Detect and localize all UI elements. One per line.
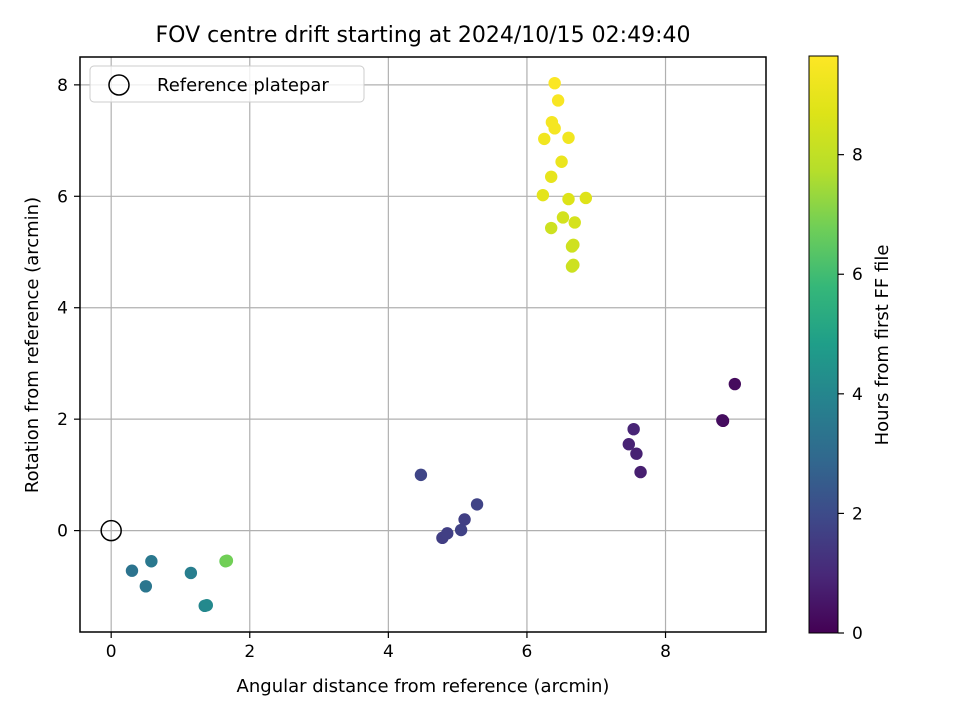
y-axis-ticks: 0 2 4 6 8 [57,76,80,542]
data-point [544,170,558,183]
data-point [536,188,550,202]
data-point [414,468,428,482]
data-point [567,258,580,272]
y-tick-label: 6 [57,187,68,207]
legend: Reference platepar [89,65,365,103]
grid-lines [80,57,766,632]
x-tick-label: 4 [383,642,394,662]
data-point [548,122,561,135]
legend-marker-circle-icon [108,74,130,96]
colorbar-label: Hours from first FF file [872,245,893,446]
data-point [562,131,575,144]
colorbar-tick-label: 6 [852,265,863,285]
reference-marker-layer [100,519,122,542]
x-tick-label: 6 [522,642,533,662]
data-point [220,554,234,567]
data-point [627,422,640,436]
colorbar-tick-label: 0 [852,624,863,644]
data-point [556,211,570,224]
legend-entry-reference: Reference platepar [157,75,329,96]
data-point [544,221,558,235]
data-point [548,76,561,90]
y-axis-label: Rotation from reference (arcmin) [22,197,43,493]
data-point [441,527,454,540]
data-point [200,599,214,612]
x-tick-label: 0 [106,642,117,662]
data-points [125,76,742,613]
data-point [458,513,471,526]
data-point [630,447,643,460]
colorbar: 0 2 4 6 8 Hours from first FF file [808,55,893,644]
data-point [634,465,647,479]
data-point [562,192,575,206]
data-point [125,564,139,577]
x-tick-label: 8 [660,642,671,662]
plot-frame [79,56,767,633]
data-point [568,216,581,229]
x-axis-label: Angular distance from reference (arcmin) [237,676,610,697]
data-point [145,555,158,568]
y-tick-label: 0 [57,522,68,542]
colorbar-gradient [808,55,839,634]
chart-title: FOV centre drift starting at 2024/10/15 … [156,23,691,48]
colorbar-tick-label: 4 [852,385,863,405]
data-point [579,191,593,205]
data-point [555,155,568,168]
data-point [139,580,153,593]
data-point [470,498,484,511]
data-point [728,377,742,391]
data-point [622,438,635,451]
data-point [538,132,551,146]
y-tick-label: 8 [57,76,68,96]
data-point [184,566,198,580]
y-tick-label: 2 [57,410,68,430]
colorbar-tick-label: 8 [852,146,863,166]
x-axis-ticks: 0 2 4 6 8 [106,632,671,662]
x-tick-label: 2 [244,642,255,662]
y-tick-label: 4 [57,299,68,319]
reference-platepar-marker [100,519,122,542]
data-point [551,94,565,107]
data-point [567,238,580,251]
colorbar-tick-label: 2 [852,504,863,524]
legend-box [89,65,365,103]
colorbar-ticks: 0 2 4 6 8 [838,146,863,644]
data-point [716,414,729,427]
data-point [454,523,468,537]
